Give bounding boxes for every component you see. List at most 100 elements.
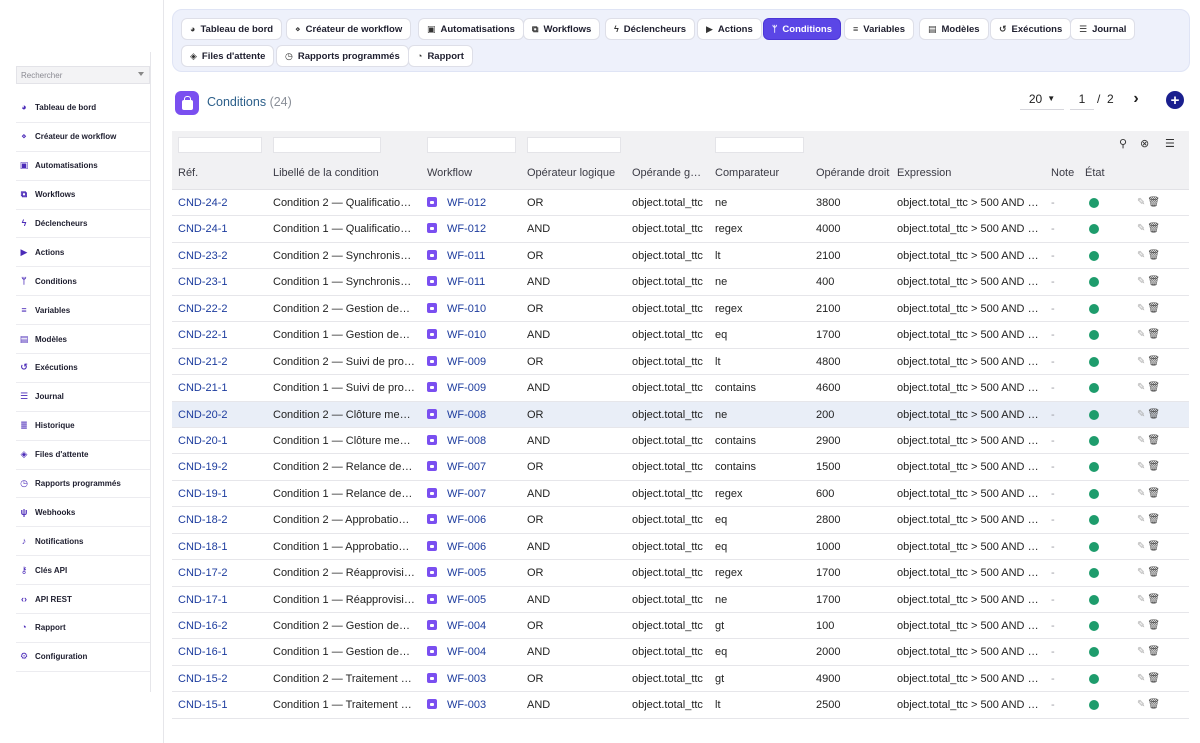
- trash-icon[interactable]: 🗑: [1147, 699, 1161, 711]
- edit-icon[interactable]: ✎: [1137, 302, 1146, 314]
- workflow-link[interactable]: WF-007: [427, 454, 517, 480]
- tab-actions[interactable]: ▶ Actions: [697, 18, 762, 40]
- workflow-link[interactable]: WF-010: [427, 296, 517, 322]
- workflow-link[interactable]: WF-009: [427, 349, 517, 375]
- workflow-link[interactable]: WF-003: [427, 666, 517, 692]
- edit-icon[interactable]: ✎: [1137, 699, 1146, 711]
- workflow-link[interactable]: WF-011: [427, 269, 517, 295]
- next-page-button[interactable]: ›: [1128, 88, 1144, 110]
- trash-icon[interactable]: 🗑: [1147, 646, 1161, 658]
- sidebar-item-rapport[interactable]: ◔ Rapport: [16, 614, 150, 643]
- trash-icon[interactable]: 🗑: [1147, 276, 1161, 288]
- edit-icon[interactable]: ✎: [1137, 382, 1146, 394]
- workflow-link[interactable]: WF-004: [427, 639, 517, 665]
- sidebar-item-conditions[interactable]: ᛘ Conditions: [16, 267, 150, 297]
- table-row[interactable]: CND-24-2 Condition 2 — Qualification … OR o…: [172, 190, 1189, 217]
- condition-ref-link[interactable]: CND-24-1: [178, 223, 228, 236]
- workflow-link[interactable]: WF-003: [427, 692, 517, 718]
- table-row[interactable]: CND-21-2 Condition 2 — Suivi de proj… OR ob…: [172, 348, 1189, 376]
- search-select[interactable]: Rechercher: [16, 66, 150, 84]
- workflow-link[interactable]: WF-012: [427, 216, 517, 242]
- trash-icon[interactable]: 🗑: [1147, 223, 1161, 235]
- condition-ref-link[interactable]: CND-16-1: [178, 646, 228, 659]
- column-list-icon[interactable]: ☰: [1165, 138, 1175, 150]
- tab-workflows[interactable]: ⧉ Workflows: [523, 18, 601, 40]
- workflow-link[interactable]: WF-009: [427, 375, 517, 401]
- filter-comparator-input[interactable]: [715, 137, 804, 153]
- table-row[interactable]: CND-16-2 Condition 2 — Gestion des t… OR ob…: [172, 613, 1189, 640]
- workflow-link[interactable]: WF-004: [427, 613, 517, 639]
- condition-ref-link[interactable]: CND-24-2: [178, 197, 228, 209]
- filter-operator-input[interactable]: [527, 137, 621, 153]
- column-header[interactable]: Comparateur: [715, 167, 780, 179]
- sidebar-item-workflows[interactable]: ⧉ Workflows: [16, 181, 150, 210]
- workflow-link[interactable]: WF-006: [427, 534, 517, 560]
- column-header[interactable]: Réf.: [178, 167, 199, 179]
- filter-workflow-input[interactable]: [427, 137, 516, 153]
- edit-icon[interactable]: ✎: [1137, 620, 1146, 631]
- column-header[interactable]: Note: [1051, 167, 1075, 179]
- condition-ref-link[interactable]: CND-15-1: [178, 699, 228, 712]
- sidebar-item-automatisations[interactable]: ▣ Automatisations: [16, 152, 150, 181]
- edit-icon[interactable]: ✎: [1137, 434, 1146, 446]
- sidebar-item-tableau-de-bord[interactable]: ◕ Tableau de bord: [16, 94, 150, 123]
- table-row[interactable]: CND-17-2 Condition 2 — Réapprovisio… OR obj…: [172, 560, 1189, 587]
- edit-icon[interactable]: ✎: [1137, 540, 1146, 552]
- tab-tableau-de-bord[interactable]: ◕ Tableau de bord: [181, 18, 283, 40]
- sidebar-item-configuration[interactable]: ⚙ Configuration: [16, 643, 150, 672]
- edit-icon[interactable]: ✎: [1137, 672, 1146, 684]
- trash-icon[interactable]: 🗑: [1147, 249, 1161, 261]
- column-header[interactable]: Opérande g…: [632, 167, 702, 179]
- edit-icon[interactable]: ✎: [1137, 223, 1146, 235]
- table-row[interactable]: CND-21-1 Condition 1 — Suivi de proj… AND o…: [172, 375, 1189, 402]
- condition-ref-link[interactable]: CND-20-2: [178, 408, 228, 421]
- trash-icon[interactable]: 🗑: [1147, 197, 1161, 208]
- tab-variables[interactable]: ≡ Variables: [844, 18, 914, 40]
- sidebar-item-historique[interactable]: ≣ Historique: [16, 412, 150, 441]
- table-row[interactable]: CND-23-1 Condition 1 — Synchronisat… AND ob…: [172, 269, 1189, 296]
- table-row[interactable]: CND-23-2 Condition 2 — Synchronisat… OR obj…: [172, 242, 1189, 270]
- trash-icon[interactable]: 🗑: [1147, 434, 1161, 446]
- edit-icon[interactable]: ✎: [1137, 408, 1146, 420]
- table-row[interactable]: CND-18-2 Condition 2 — Approbation … OR obj…: [172, 507, 1189, 534]
- edit-icon[interactable]: ✎: [1137, 197, 1146, 208]
- condition-ref-link[interactable]: CND-18-1: [178, 540, 228, 553]
- table-row[interactable]: CND-16-1 Condition 1 — Gestion des t… AND o…: [172, 639, 1189, 666]
- sidebar-item-notifications[interactable]: ♪ Notifications: [16, 527, 150, 557]
- workflow-link[interactable]: WF-005: [427, 560, 517, 586]
- sidebar-item-ex-cutions[interactable]: ↺ Exécutions: [16, 354, 150, 383]
- workflow-link[interactable]: WF-006: [427, 507, 517, 533]
- trash-icon[interactable]: 🗑: [1147, 593, 1161, 605]
- table-row[interactable]: CND-18-1 Condition 1 — Approbation … AND ob…: [172, 533, 1189, 561]
- page-number-input[interactable]: 1: [1070, 88, 1094, 110]
- trash-icon[interactable]: 🗑: [1147, 487, 1161, 499]
- sidebar-item-files-d-attente[interactable]: ◈ Files d'attente: [16, 441, 150, 470]
- trash-icon[interactable]: 🗑: [1147, 461, 1161, 473]
- workflow-link[interactable]: WF-007: [427, 481, 517, 507]
- tab-conditions[interactable]: ᛘ Conditions: [763, 18, 842, 40]
- column-header[interactable]: Expression: [897, 167, 952, 179]
- condition-ref-link[interactable]: CND-17-2: [178, 567, 228, 580]
- table-row[interactable]: CND-24-1 Condition 1 — Qualification … AND…: [172, 216, 1189, 243]
- condition-ref-link[interactable]: CND-20-1: [178, 434, 228, 447]
- trash-icon[interactable]: 🗑: [1147, 620, 1161, 631]
- sidebar-item-cl-s-api[interactable]: ⚷ Clés API: [16, 556, 150, 586]
- edit-icon[interactable]: ✎: [1137, 329, 1146, 341]
- sidebar-item-webhooks[interactable]: ψ Webhooks: [16, 498, 150, 528]
- tab-journal[interactable]: ☰ Journal: [1070, 18, 1136, 40]
- condition-ref-link[interactable]: CND-23-1: [178, 276, 228, 289]
- table-row[interactable]: CND-19-1 Condition 1 — Relance des … AND ob…: [172, 480, 1189, 508]
- condition-ref-link[interactable]: CND-15-2: [178, 672, 228, 685]
- trash-icon[interactable]: 🗑: [1147, 514, 1161, 526]
- tab-rapport[interactable]: ◔ Rapport: [408, 45, 473, 67]
- sidebar-item-cr-ateur-de-workflow[interactable]: ⋄ Créateur de workflow: [16, 123, 150, 152]
- workflow-link[interactable]: WF-008: [427, 428, 517, 454]
- clear-filter-icon[interactable]: ⊗: [1140, 138, 1150, 150]
- condition-ref-link[interactable]: CND-21-2: [178, 355, 228, 368]
- condition-ref-link[interactable]: CND-16-2: [178, 620, 228, 632]
- column-header[interactable]: Opérateur logique: [527, 167, 616, 179]
- trash-icon[interactable]: 🗑: [1147, 355, 1161, 367]
- condition-ref-link[interactable]: CND-18-2: [178, 514, 228, 527]
- edit-icon[interactable]: ✎: [1137, 514, 1146, 526]
- per-page-select[interactable]: 20 ▼: [1020, 88, 1064, 110]
